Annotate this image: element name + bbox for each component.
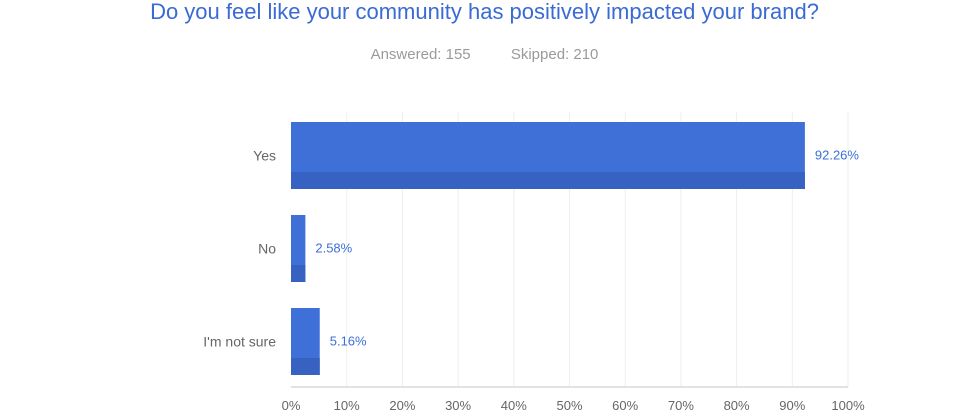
data-label: 2.58% [315,241,352,256]
data-label: 92.26% [815,148,860,163]
question-title: Do you feel like your community has posi… [150,0,819,24]
x-tick-label: 10% [334,398,360,413]
answered-count: Answered: 155 [370,46,471,63]
bar-shade [291,358,320,375]
x-tick-label: 30% [445,398,471,413]
bar-shade [291,265,306,282]
data-label: 5.16% [330,334,367,349]
x-tick-label: 100% [831,398,865,413]
x-tick-label: 80% [724,398,750,413]
category-label: No [258,241,276,257]
x-tick-label: 70% [668,398,694,413]
x-tick-label: 50% [556,398,582,413]
x-tick-label: 60% [612,398,638,413]
x-tick-label: 90% [779,398,805,413]
bar-shade [291,172,805,189]
category-label: I'm not sure [203,334,276,350]
skipped-count: Skipped: 210 [510,46,599,63]
x-tick-label: 40% [501,398,527,413]
category-label: Yes [253,148,276,164]
response-stats: Answered: 155 Skipped: 210 [0,46,969,63]
x-tick-label: 0% [282,398,301,413]
x-tick-label: 20% [389,398,415,413]
